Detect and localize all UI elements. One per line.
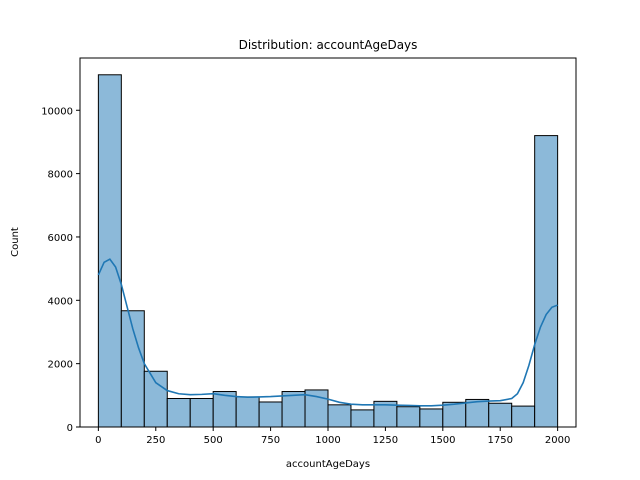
x-tick-label: 250 bbox=[146, 435, 165, 446]
histogram-bar bbox=[166, 397, 191, 428]
y-axis-ticks: 0 2000 4000 6000 8000 10000 bbox=[41, 106, 80, 434]
y-tick-label: 0 bbox=[67, 423, 73, 434]
histogram-bar bbox=[258, 401, 283, 428]
bars-group bbox=[97, 74, 559, 428]
y-axis-label: Count bbox=[10, 227, 21, 257]
histogram-bar bbox=[143, 370, 168, 428]
kde-line bbox=[97, 258, 558, 407]
histogram-bar bbox=[396, 406, 421, 428]
histogram-bar bbox=[465, 398, 490, 428]
chart-title: Distribution: accountAgeDays bbox=[239, 38, 418, 52]
y-tick-label: 10000 bbox=[41, 106, 73, 117]
x-tick-label: 500 bbox=[204, 435, 223, 446]
y-tick-label: 2000 bbox=[48, 360, 73, 371]
histogram-bar bbox=[235, 396, 260, 428]
y-tick-label: 4000 bbox=[48, 296, 73, 307]
x-tick-label: 1250 bbox=[373, 435, 398, 446]
histogram-bar bbox=[97, 74, 122, 428]
histogram-bar bbox=[327, 404, 352, 428]
y-tick-label: 6000 bbox=[48, 233, 73, 244]
histogram-bar bbox=[442, 401, 467, 428]
x-tick-label: 750 bbox=[261, 435, 280, 446]
x-axis-label: accountAgeDays bbox=[286, 459, 370, 470]
x-tick-label: 1750 bbox=[487, 435, 512, 446]
histogram-bar bbox=[488, 402, 513, 428]
x-tick-label: 1500 bbox=[430, 435, 455, 446]
histogram-bar bbox=[511, 405, 536, 428]
histogram-bar bbox=[419, 408, 444, 428]
histogram-bar bbox=[534, 135, 559, 428]
x-tick-label: 1000 bbox=[315, 435, 340, 446]
x-tick-label: 2000 bbox=[545, 435, 570, 446]
x-tick-label: 0 bbox=[95, 435, 101, 446]
histogram-bar bbox=[350, 409, 375, 428]
histogram-bar bbox=[281, 391, 306, 428]
y-tick-label: 8000 bbox=[48, 170, 73, 181]
histogram-bar bbox=[189, 397, 214, 428]
x-axis-ticks: 0 250 500 750 1000 1250 1500 1750 2000 bbox=[95, 427, 570, 446]
